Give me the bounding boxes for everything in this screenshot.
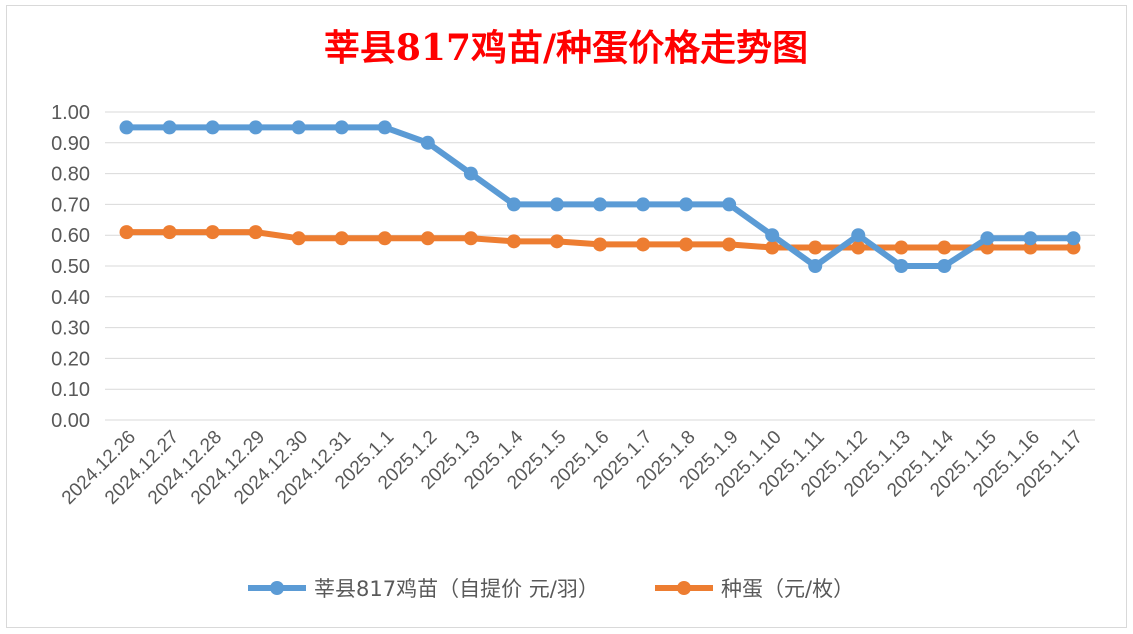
legend-item: 种蛋（元/枚）: [655, 577, 854, 601]
data-point: [765, 228, 780, 243]
data-point: [463, 231, 478, 246]
legend-label: 种蛋（元/枚）: [721, 577, 854, 601]
y-tick-label: 0.20: [51, 348, 90, 370]
chart-title: 莘县817鸡苗/种蛋价格走势图: [324, 27, 808, 69]
data-point: [334, 231, 349, 246]
data-point: [765, 240, 780, 255]
y-tick-label: 0.00: [51, 410, 90, 432]
data-point: [377, 120, 392, 135]
data-point: [506, 234, 521, 249]
y-tick-label: 0.70: [51, 194, 90, 216]
data-point: [894, 240, 909, 255]
data-point: [1023, 231, 1038, 246]
data-point: [679, 197, 694, 212]
series-1: [119, 225, 1081, 255]
data-point: [463, 166, 478, 181]
data-point: [851, 228, 866, 243]
y-tick-label: 0.50: [51, 256, 90, 278]
y-tick-label: 0.80: [51, 164, 90, 186]
data-point: [248, 225, 263, 240]
data-point: [420, 231, 435, 246]
data-point: [205, 120, 220, 135]
data-point: [851, 240, 866, 255]
data-point: [205, 225, 220, 240]
legend-label: 莘县817鸡苗（自提价 元/羽）: [314, 577, 599, 601]
data-point: [808, 240, 823, 255]
data-point: [636, 237, 651, 252]
data-point: [937, 240, 952, 255]
y-tick-label: 0.30: [51, 318, 90, 340]
data-point: [593, 197, 607, 212]
data-point: [248, 120, 263, 135]
data-point: [722, 197, 737, 212]
y-tick-label: 0.10: [51, 379, 90, 401]
data-point: [291, 120, 306, 135]
data-point: [291, 231, 306, 246]
y-tick-label: 0.90: [51, 133, 90, 155]
data-point: [722, 237, 737, 252]
series-group: [119, 120, 1081, 273]
legend-item: 莘县817鸡苗（自提价 元/羽）: [248, 577, 599, 601]
chart-border: [6, 5, 1127, 628]
data-point: [894, 259, 909, 273]
data-point: [549, 197, 564, 212]
legend-marker: [677, 581, 691, 595]
data-point: [119, 120, 134, 135]
y-tick-label: 0.40: [51, 287, 90, 309]
data-point: [636, 197, 651, 212]
data-point: [593, 237, 607, 252]
data-point: [1066, 231, 1081, 246]
data-point: [420, 135, 435, 150]
data-point: [377, 231, 392, 246]
y-tick-label: 1.00: [51, 102, 90, 124]
data-point: [162, 120, 177, 135]
y-axis-ticks: 0.00 0.10 0.20 0.30 0.40 0.50 0.60 0.70 0.80 0.90…: [51, 102, 90, 432]
data-point: [162, 225, 177, 240]
data-point: [679, 237, 694, 252]
data-point: [937, 259, 952, 273]
data-point: [549, 234, 564, 249]
legend: 莘县817鸡苗（自提价 元/羽） 种蛋（元/枚）: [248, 577, 854, 601]
data-point: [334, 120, 349, 135]
data-point: [506, 197, 521, 212]
data-point: [119, 225, 134, 240]
data-point: [808, 259, 823, 273]
series-0: [119, 120, 1081, 273]
data-point: [980, 231, 995, 246]
legend-marker: [270, 581, 284, 595]
y-tick-label: 0.60: [51, 225, 90, 247]
